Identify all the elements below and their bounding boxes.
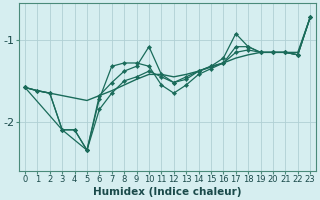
X-axis label: Humidex (Indice chaleur): Humidex (Indice chaleur) xyxy=(93,187,242,197)
